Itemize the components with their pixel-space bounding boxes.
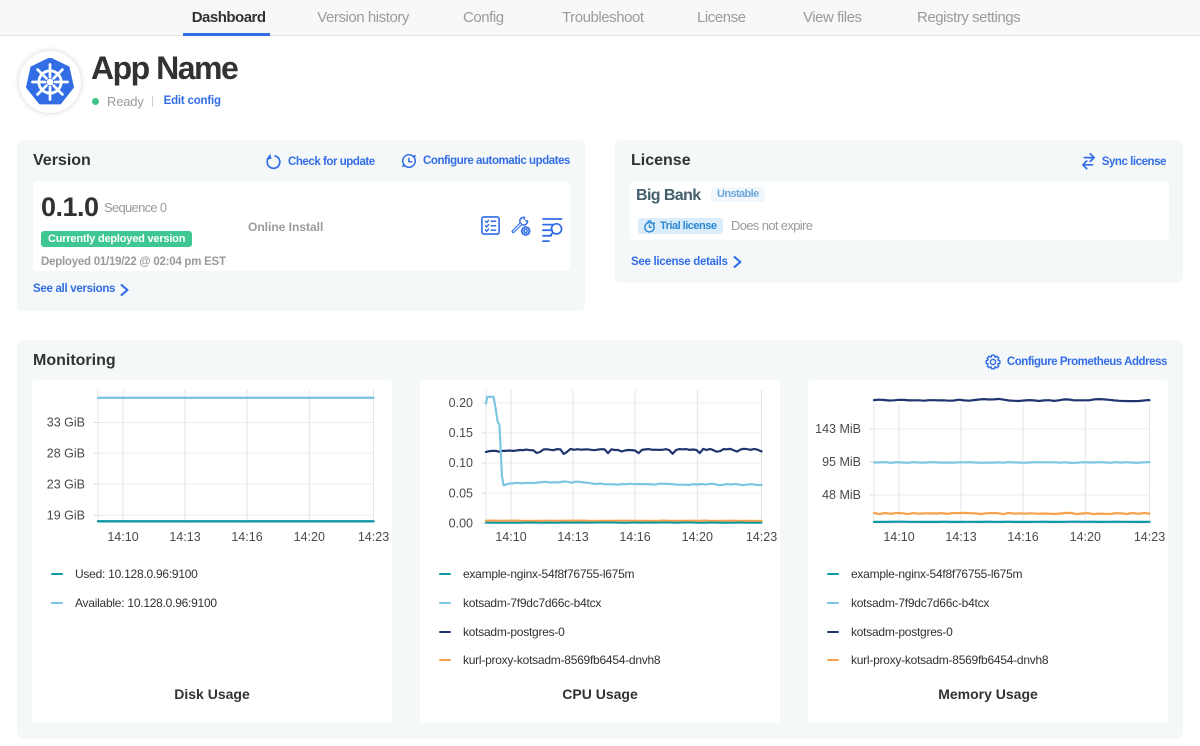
svg-text:0.15: 0.15: [449, 426, 473, 440]
svg-text:143 MiB: 143 MiB: [815, 422, 861, 436]
svg-text:14:20: 14:20: [294, 530, 325, 544]
svg-text:14:16: 14:16: [1007, 530, 1038, 544]
svg-text:14:10: 14:10: [883, 530, 914, 544]
svg-text:23 GiB: 23 GiB: [47, 477, 85, 491]
svg-text:14:20: 14:20: [1070, 530, 1101, 544]
svg-text:14:13: 14:13: [169, 530, 200, 544]
svg-text:0.05: 0.05: [449, 486, 473, 500]
svg-text:14:10: 14:10: [107, 530, 138, 544]
svg-text:14:23: 14:23: [746, 530, 777, 544]
svg-text:0.20: 0.20: [449, 396, 473, 410]
svg-text:19 GiB: 19 GiB: [47, 509, 85, 523]
svg-text:28 GiB: 28 GiB: [47, 446, 85, 460]
svg-text:14:16: 14:16: [231, 530, 262, 544]
svg-text:0.00: 0.00: [449, 517, 473, 531]
svg-text:14:16: 14:16: [619, 530, 650, 544]
svg-text:14:20: 14:20: [682, 530, 713, 544]
svg-text:14:10: 14:10: [495, 530, 526, 544]
svg-text:14:23: 14:23: [1134, 530, 1165, 544]
svg-text:48 MiB: 48 MiB: [822, 488, 861, 502]
svg-text:14:13: 14:13: [557, 530, 588, 544]
svg-text:33 GiB: 33 GiB: [47, 416, 85, 430]
svg-text:95 MiB: 95 MiB: [822, 455, 861, 469]
svg-text:14:13: 14:13: [945, 530, 976, 544]
svg-text:14:23: 14:23: [358, 530, 389, 544]
svg-text:0.10: 0.10: [449, 456, 473, 470]
